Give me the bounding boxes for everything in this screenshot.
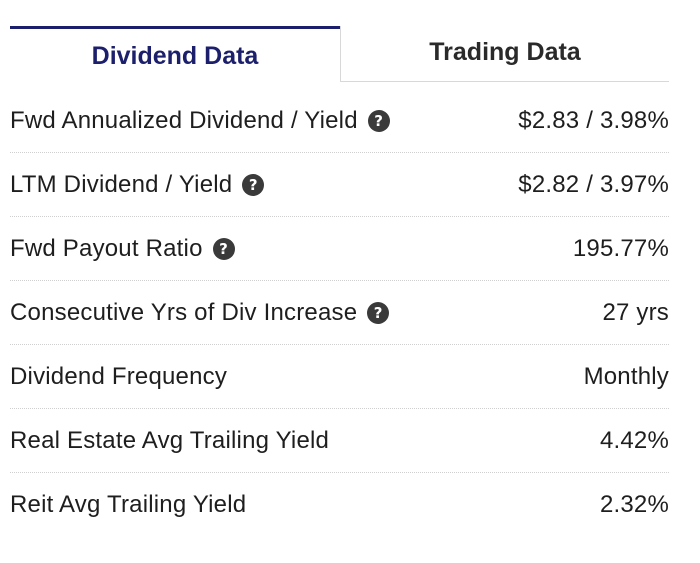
row-label-wrap: Real Estate Avg Trailing Yield — [10, 427, 329, 455]
dividend-panel: Dividend Data Trading Data Fwd Annualize… — [10, 26, 669, 537]
help-icon[interactable]: ? — [367, 109, 390, 132]
row-value: Monthly — [583, 362, 669, 390]
row-label: LTM Dividend / Yield — [10, 170, 233, 198]
row-label: Dividend Frequency — [10, 362, 228, 390]
row-reit-avg-trailing-yield: Reit Avg Trailing Yield 2.32% — [10, 473, 669, 537]
tab-dividend-data[interactable]: Dividend Data — [10, 26, 340, 82]
row-label: Consecutive Yrs of Div Increase — [10, 298, 358, 326]
tab-bar: Dividend Data Trading Data — [10, 26, 669, 82]
tab-trading-data[interactable]: Trading Data — [340, 26, 669, 82]
row-fwd-payout-ratio: Fwd Payout Ratio ? 195.77% — [10, 217, 669, 281]
row-value: 4.42% — [599, 426, 669, 454]
row-value: $2.83 / 3.98% — [518, 106, 669, 134]
row-value: 195.77% — [572, 234, 669, 262]
row-label-wrap: Consecutive Yrs of Div Increase ? — [10, 298, 390, 327]
row-dividend-frequency: Dividend Frequency Monthly — [10, 345, 669, 409]
help-icon[interactable]: ? — [212, 237, 235, 260]
row-label-wrap: Fwd Payout Ratio ? — [10, 235, 235, 263]
row-real-estate-avg-trailing-yield: Real Estate Avg Trailing Yield 4.42% — [10, 409, 669, 473]
row-value: $2.82 / 3.97% — [518, 170, 669, 198]
row-label-wrap: Fwd Annualized Dividend / Yield ? — [10, 107, 390, 135]
row-value: 2.32% — [599, 491, 669, 518]
row-fwd-annualized-dividend-yield: Fwd Annualized Dividend / Yield ? $2.83 … — [10, 89, 669, 153]
row-consecutive-yrs-div-increase: Consecutive Yrs of Div Increase ? 27 yrs — [10, 281, 669, 345]
row-label: Reit Avg Trailing Yield — [10, 491, 247, 518]
help-icon[interactable]: ? — [242, 173, 265, 196]
row-label: Fwd Payout Ratio — [10, 234, 203, 262]
row-label-wrap: Dividend Frequency — [10, 363, 227, 391]
row-value: 27 yrs — [602, 298, 669, 326]
row-label-wrap: LTM Dividend / Yield ? — [10, 170, 265, 199]
row-ltm-dividend-yield: LTM Dividend / Yield ? $2.82 / 3.97% — [10, 153, 669, 217]
row-label-wrap: Reit Avg Trailing Yield — [10, 491, 246, 519]
dividend-data-list: Fwd Annualized Dividend / Yield ? $2.83 … — [10, 89, 669, 537]
row-label: Real Estate Avg Trailing Yield — [10, 426, 330, 454]
help-icon[interactable]: ? — [367, 301, 390, 324]
row-label: Fwd Annualized Dividend / Yield — [10, 106, 358, 134]
